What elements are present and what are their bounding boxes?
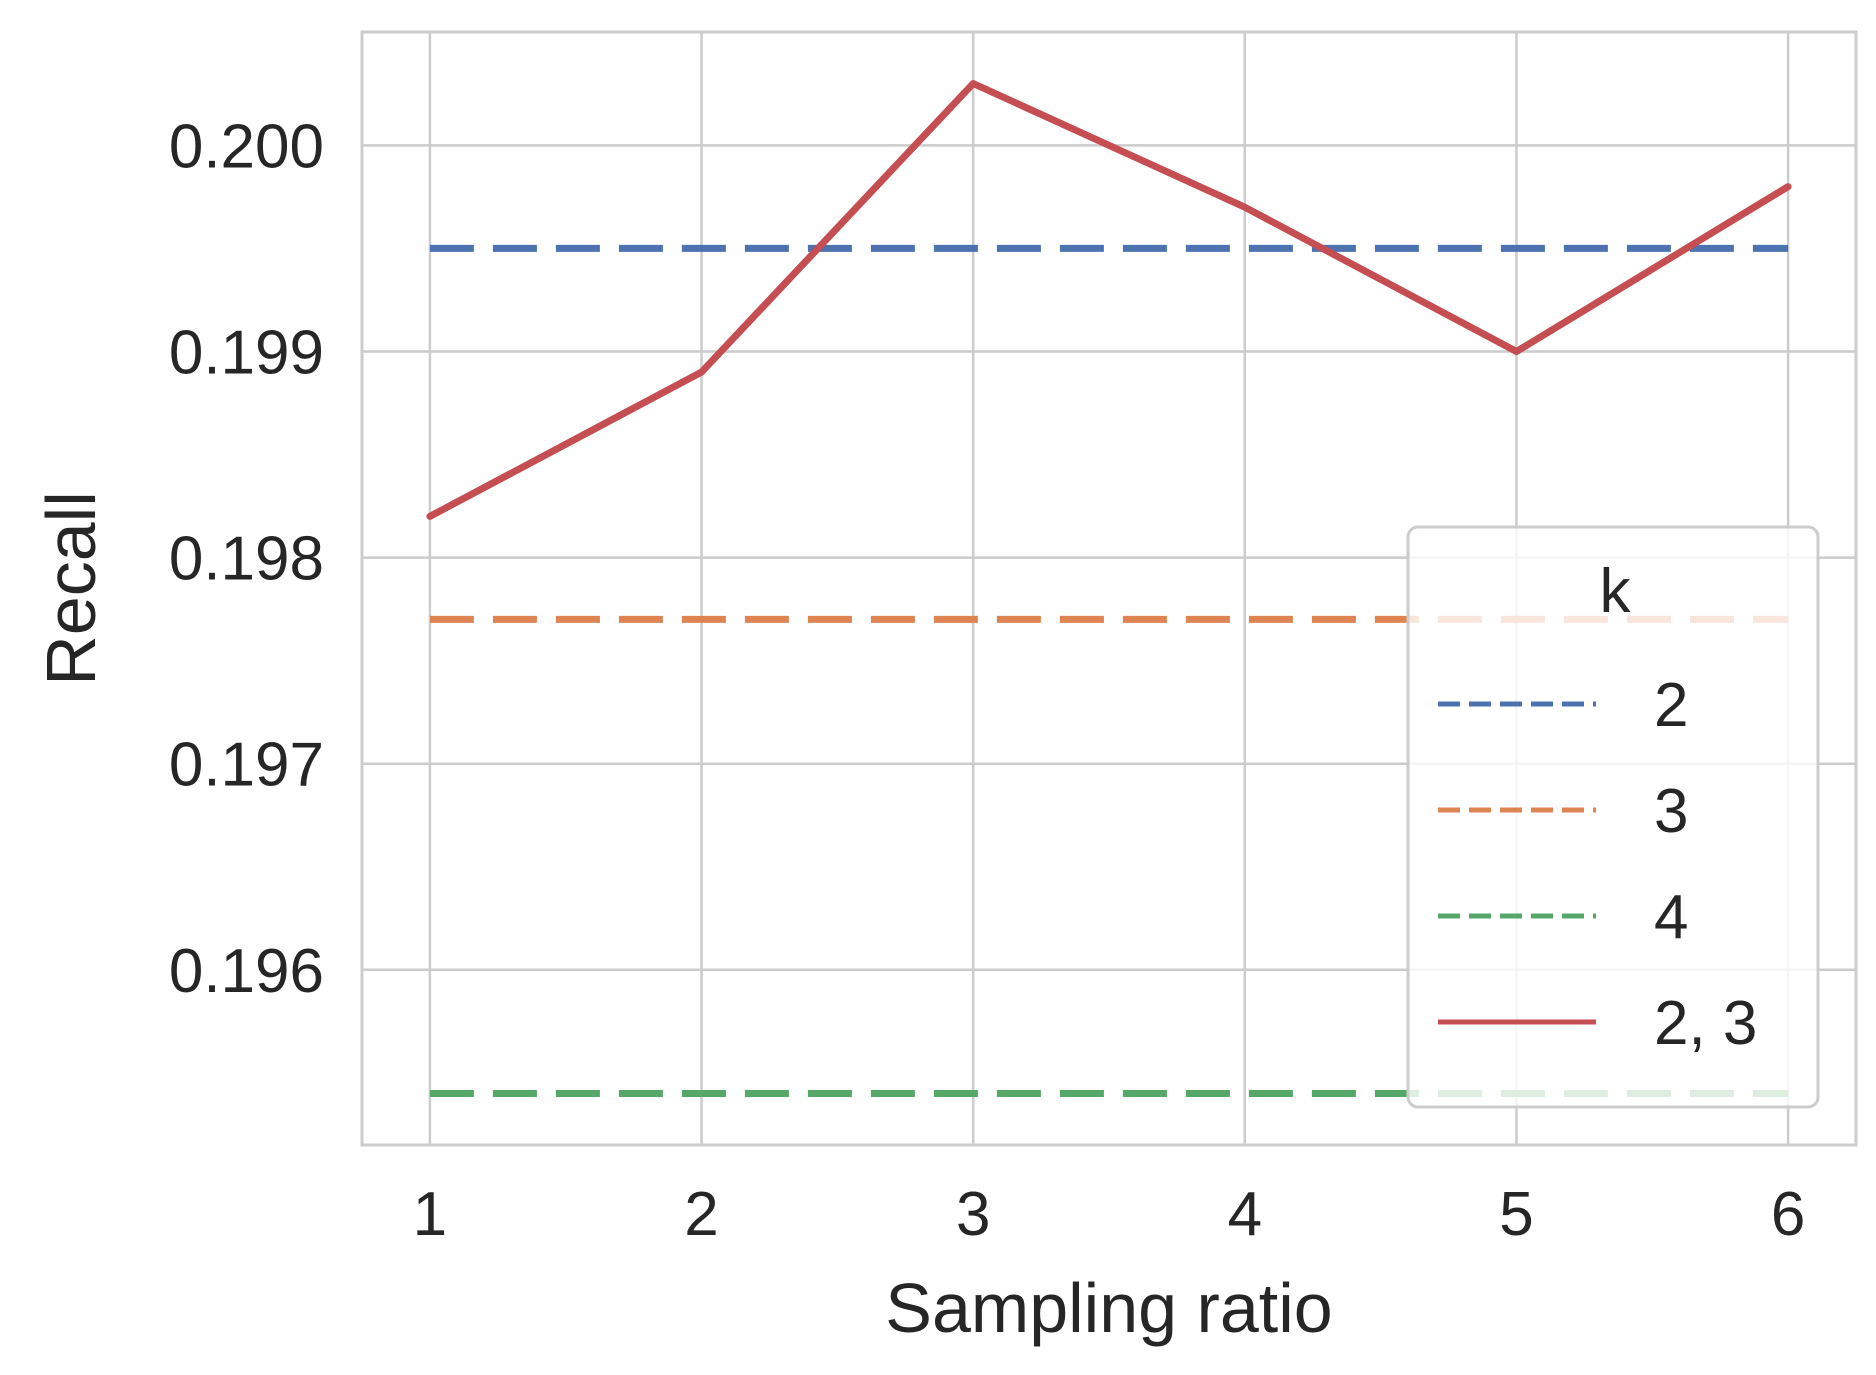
x-tick-label: 6 bbox=[1771, 1180, 1805, 1249]
y-tick-labels: 0.196 0.197 0.198 0.199 0.200 bbox=[169, 112, 324, 1005]
y-axis-label: Recall bbox=[32, 491, 110, 686]
legend: k 2 3 4 2, 3 bbox=[1406, 525, 1820, 1109]
legend-label-0: 2 bbox=[1654, 671, 1688, 740]
y-tick-label: 0.196 bbox=[169, 937, 324, 1006]
y-tick-label: 0.200 bbox=[169, 112, 324, 181]
x-axis-label: Sampling ratio bbox=[885, 1269, 1332, 1347]
y-tick-label: 0.199 bbox=[169, 318, 324, 387]
x-tick-label: 5 bbox=[1499, 1180, 1533, 1249]
x-tick-label: 1 bbox=[413, 1180, 447, 1249]
legend-label-1: 3 bbox=[1654, 777, 1688, 846]
legend-label-2: 4 bbox=[1654, 883, 1688, 952]
legend-label-3: 2, 3 bbox=[1654, 989, 1757, 1058]
x-tick-label: 3 bbox=[956, 1180, 990, 1249]
series-lines bbox=[426, 80, 1792, 1097]
legend-title: k bbox=[1600, 557, 1632, 626]
y-tick-label: 0.197 bbox=[169, 731, 324, 800]
series-line-3 bbox=[426, 80, 1792, 520]
plot-frame bbox=[360, 30, 1858, 1147]
legend-items: 2 3 4 2, 3 bbox=[1438, 671, 1757, 1058]
x-tick-label: 4 bbox=[1228, 1180, 1262, 1249]
y-tick-label: 0.198 bbox=[169, 525, 324, 594]
x-tick-labels: 1 2 3 4 5 6 bbox=[413, 1180, 1806, 1249]
legend-box bbox=[1406, 525, 1820, 1109]
x-tick-label: 2 bbox=[684, 1180, 718, 1249]
